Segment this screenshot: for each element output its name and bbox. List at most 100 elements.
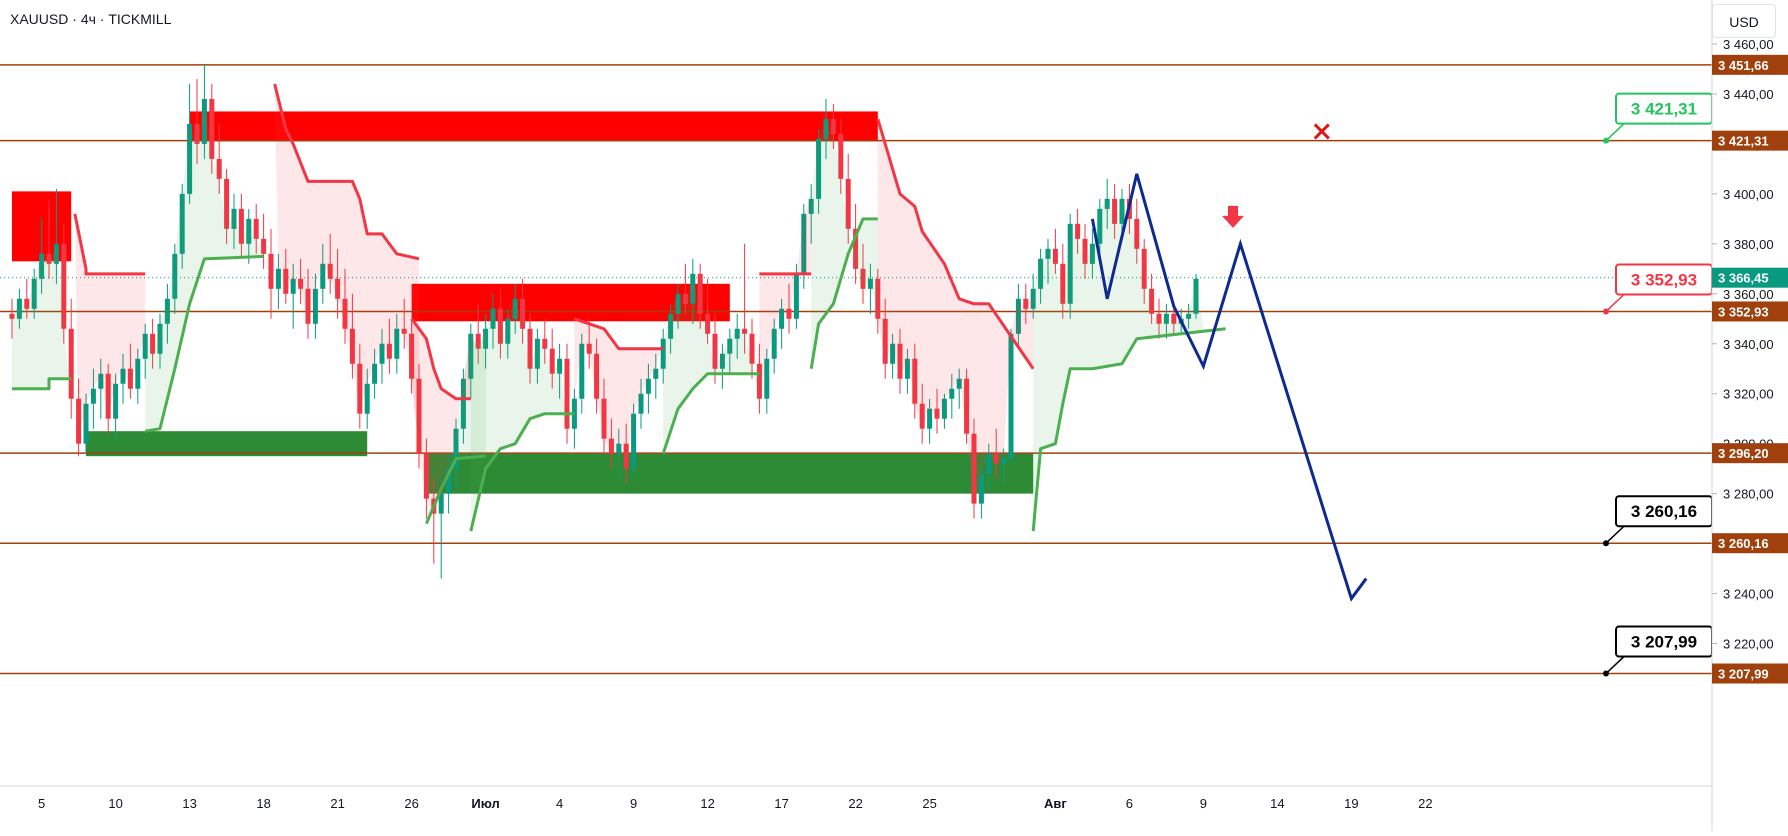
candle-body xyxy=(675,293,681,314)
candle-body xyxy=(135,358,141,389)
callout-label: 3 421,31 xyxy=(1631,100,1697,119)
candle-body xyxy=(816,138,822,199)
candle-body xyxy=(483,328,489,349)
candle-body xyxy=(1171,313,1177,324)
candle-body xyxy=(1104,198,1110,209)
current-price-label: 3 366,45 xyxy=(1718,271,1769,286)
interval-label: 4ч xyxy=(80,11,96,27)
candle-body xyxy=(194,123,200,144)
trail-fill xyxy=(12,243,72,399)
candle-body xyxy=(201,98,207,144)
candle-body xyxy=(76,398,82,444)
currency-button[interactable]: USD xyxy=(1712,4,1776,38)
candle-body xyxy=(1149,288,1155,314)
candle-body xyxy=(335,278,341,299)
candle-body xyxy=(1119,198,1125,224)
candle-body xyxy=(690,273,696,304)
callout-dot xyxy=(1603,137,1609,144)
candle-body xyxy=(172,253,178,299)
candle-body xyxy=(660,338,666,369)
y-tick-label: 3 360,00 xyxy=(1723,287,1774,302)
candle-body xyxy=(882,318,888,364)
candle-body xyxy=(631,413,637,469)
candle-body xyxy=(305,288,311,324)
level-axis-tag xyxy=(1712,443,1788,464)
level-axis-label: 3 207,99 xyxy=(1718,667,1769,682)
candle-body xyxy=(90,388,96,404)
demand-zone xyxy=(426,453,1034,494)
y-tick-label: 3 220,00 xyxy=(1723,637,1774,652)
candle-body xyxy=(357,363,363,414)
x-tick-label: 19 xyxy=(1344,796,1358,811)
candle-body xyxy=(712,333,718,369)
trail-down-line xyxy=(273,83,420,261)
candle-body xyxy=(1089,243,1095,264)
x-tick-label: 25 xyxy=(922,796,936,811)
candle-body xyxy=(668,313,674,339)
level-axis-label: 3 421,31 xyxy=(1718,134,1769,149)
candle-body xyxy=(564,358,570,429)
candle-body xyxy=(1052,248,1058,264)
x-tick-label: 17 xyxy=(774,796,788,811)
candle-body xyxy=(1112,198,1118,224)
candle-body xyxy=(793,273,799,319)
candle-body xyxy=(423,453,429,499)
candle-body xyxy=(394,328,400,359)
x-tick-label: 13 xyxy=(182,796,196,811)
x-tick-label: 14 xyxy=(1270,796,1284,811)
trail-up-line xyxy=(469,412,575,532)
candle-body xyxy=(1001,458,1007,464)
candle-body xyxy=(520,298,526,329)
candle-body xyxy=(608,438,614,454)
candle-body xyxy=(298,278,304,289)
candle-body xyxy=(416,378,422,454)
candle-body xyxy=(1156,313,1162,324)
candle-body xyxy=(9,313,15,319)
trail-up-line xyxy=(12,377,72,391)
candle-body xyxy=(601,398,607,439)
level-axis-tag xyxy=(1712,130,1788,151)
candle-body xyxy=(1030,288,1036,309)
x-tick-label: 6 xyxy=(1126,796,1133,811)
candle-body xyxy=(372,363,378,384)
candle-body xyxy=(460,378,466,429)
candle-body xyxy=(1045,248,1051,259)
candle-body xyxy=(364,383,370,414)
candle-body xyxy=(127,368,133,389)
candle-body xyxy=(1060,263,1066,304)
projection-path xyxy=(1090,173,1368,602)
candle-body xyxy=(490,308,496,329)
x-tick-label: 9 xyxy=(630,796,637,811)
candle-body xyxy=(290,278,296,294)
callout-dot xyxy=(1603,308,1609,315)
candle-body xyxy=(105,373,111,419)
candle-body xyxy=(594,353,600,399)
candle-body xyxy=(16,298,22,319)
demand-zone xyxy=(86,431,368,457)
candle-body xyxy=(164,298,170,324)
trail-up-line xyxy=(144,254,264,433)
candle-body xyxy=(187,123,193,194)
candle-body xyxy=(31,278,37,309)
candle-body xyxy=(860,268,866,289)
symbol-name: XAUUSD xyxy=(10,11,69,27)
candle-body xyxy=(120,368,126,384)
candle-body xyxy=(379,343,385,364)
y-tick-label: 3 460,00 xyxy=(1723,37,1774,52)
x-tick-label: Авг xyxy=(1044,796,1067,811)
trail-down-line xyxy=(876,118,1035,370)
trail-down-line xyxy=(573,317,664,351)
trail-up-line xyxy=(809,217,878,369)
candle-body xyxy=(734,328,740,339)
trail-fill xyxy=(274,83,419,454)
y-tick-label: 3 340,00 xyxy=(1723,337,1774,352)
x-tick-label: 10 xyxy=(108,796,122,811)
candle-body xyxy=(1193,278,1199,314)
candle-body xyxy=(845,178,851,229)
x-tick-label: 21 xyxy=(330,796,344,811)
callout-label: 3 352,93 xyxy=(1631,270,1697,289)
y-tick-label: 3 380,00 xyxy=(1723,237,1774,252)
zones-layer xyxy=(12,111,1034,494)
